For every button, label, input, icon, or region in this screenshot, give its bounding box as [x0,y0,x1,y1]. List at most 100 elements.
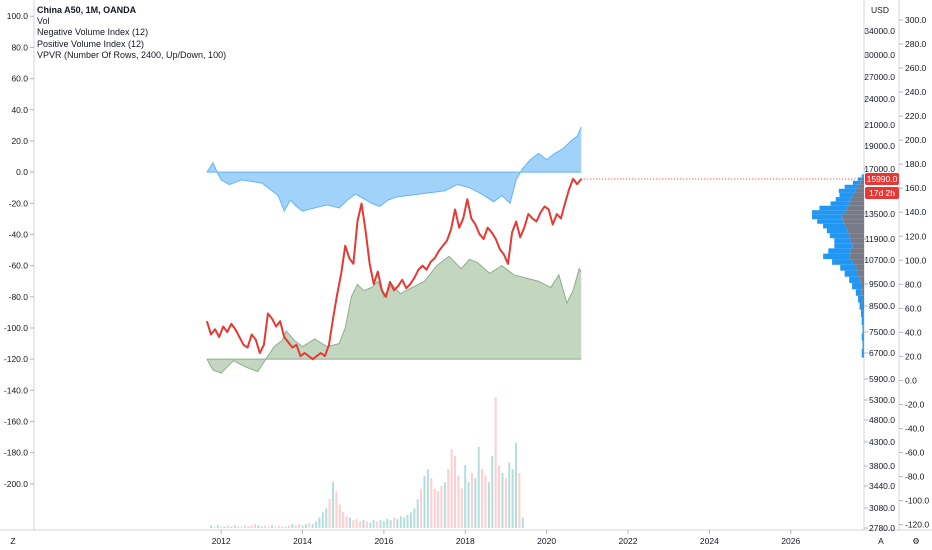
price-axis[interactable]: 34000.0 30000.0 27000.0 24000.0 21000.0 19000… [864,26,895,533]
right-axis-tick-label: -100.0 [905,496,929,506]
vpvr-up-bar [812,210,846,215]
volume-bar [223,526,226,528]
left-axis-tick-label: -160.0 [4,416,28,426]
time-axis-tick-label: 2020 [537,536,556,546]
price-axis-tick-label: 34000.0 [864,26,895,36]
vpvr-down-bar [858,184,864,189]
volume-bar [359,521,362,528]
left-axis-tick-label: 0.0 [16,167,28,177]
right-axis-tick-label: 160.0 [905,183,927,193]
vpvr-up-bar [858,295,863,303]
volume-bar [413,508,416,528]
vpvr-down-bar [861,289,864,296]
vpvr-down-bar [855,188,864,193]
right-axis-tick-label: 180.0 [905,159,927,169]
legend-item-vpvr[interactable]: VPVR (Number Of Rows, 2400, Up/Down, 100… [37,49,227,60]
chart-legend[interactable]: China A50, 1M, OANDA Vol Negative Volume… [37,5,226,61]
countdown-badge-label: 17d 2h [869,188,895,198]
right-axis-tick-label: 60.0 [905,303,922,313]
price-axis-tick-label: 10700.0 [864,255,895,265]
vpvr-down-bar [863,333,864,341]
volume-bar [393,517,396,528]
vpvr-down-bar [843,219,864,224]
volume-bar [474,478,477,528]
last-price-badge [865,173,899,185]
right-axis-tick-label: 80.0 [905,279,922,289]
vpvr-up-bar [832,259,853,265]
vpvr-up-bar [862,340,864,349]
volume-bar [396,518,399,528]
volume-bar [338,504,341,528]
volume-bar [447,469,450,528]
volume-bar [237,526,240,528]
left-axis-tick-label: 20.0 [11,136,28,146]
vpvr-down-bar [845,210,864,215]
settings-icon[interactable]: ⚙ [912,536,920,546]
left-axis-tick-label: -120.0 [4,354,28,364]
price-axis-tick-label: 8500.0 [869,301,895,311]
time-axis[interactable]: 2012 2014 2016 2018 2020 2022 2024 2026 [212,530,801,546]
volume-bar [345,516,348,528]
legend-item-volume[interactable]: Vol [37,16,50,27]
volume-bar [213,526,216,528]
vpvr-down-bar [861,282,864,290]
vpvr-up-bar [844,184,859,189]
vpvr-down-bar [852,259,864,265]
volume-bar [254,524,257,528]
vpvr-up-bar [834,238,851,244]
vpvr-down-bar [849,233,864,239]
volume-bar [518,472,521,528]
vpvr-down-bar [845,223,864,229]
price-axis-tick-label: 4800.0 [869,415,895,425]
right-axis-tick-label: 20.0 [905,351,922,361]
volume-bar [230,526,233,528]
left-axis-tick-label: 80.0 [11,42,28,52]
nvi-line [206,126,582,213]
vpvr-up-bar [823,223,846,229]
time-axis-tick-label: 2022 [619,536,638,546]
volume-bar [440,486,443,528]
vpvr-up-bar [861,317,864,326]
right-axis-tick-label: -40.0 [905,423,925,433]
left-axis-tick-label: -180.0 [4,448,28,458]
volume-bar [335,491,338,528]
legend-item-pvi[interactable]: Positive Volume Index (12) [37,38,145,49]
volume-bar [450,449,453,528]
volume-bar [423,475,426,528]
vpvr-up-bar [835,197,851,202]
vpvr-down-bar [847,228,864,234]
vpvr-down-bar [852,243,864,249]
volume-bar [220,526,223,528]
legend-title[interactable]: China A50, 1M, OANDA [37,5,137,15]
volume-bar [291,524,294,528]
volume-bar [315,521,318,528]
vpvr-down-bar [850,197,864,202]
volume-bar [406,514,409,528]
right-axis-tick-label: 0.0 [905,375,917,385]
currency-label[interactable]: USD [871,5,889,15]
left-axis[interactable]: 100.0 80.0 60.0 40.0 20.0 0.0 -20.0 -40.0 -60.0 -… [4,11,34,489]
volume-bar [369,522,372,528]
price-axis-tick-label: 7500.0 [869,327,895,337]
volume-bar [403,517,406,528]
zoom-button-label[interactable]: Z [10,536,15,546]
right-axis[interactable]: 300.0 280.0 260.0 240.0 220.0 200.0 180.0 160.0… [899,15,929,530]
volume-bar [352,520,355,528]
vpvr-up-bar [849,276,861,283]
volume-bar [267,526,270,528]
volume-bar [470,472,473,528]
auto-scale-button[interactable]: A [878,536,884,546]
volume-bar [365,521,368,528]
volume-bar [362,520,365,528]
right-axis-tick-label: 220.0 [905,111,927,121]
vpvr-down-bar [847,205,864,211]
volume-bar [342,512,345,528]
volume-bar [460,488,463,528]
vpvr-up-bar [852,282,862,290]
volume-bar [389,520,392,528]
vpvr-up-bar [828,248,851,254]
vpvr-down-bar [841,214,864,220]
legend-item-nvi[interactable]: Negative Volume Index (12) [37,27,149,38]
vpvr-down-bar [850,248,864,254]
